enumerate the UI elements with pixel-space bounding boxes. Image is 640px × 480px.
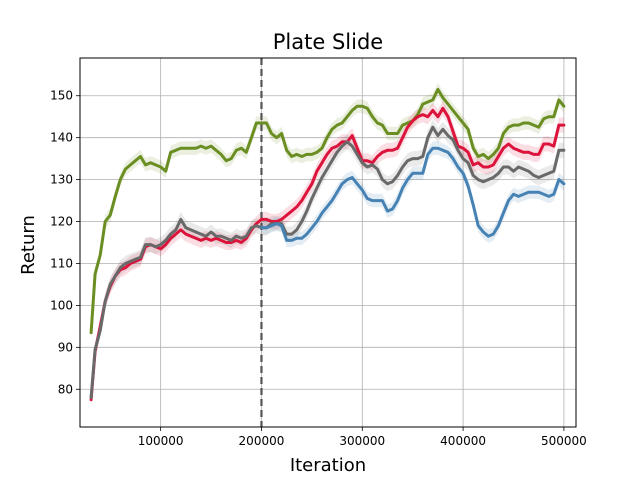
y-axis-ticks: 80 90 100 110 120 130 140 150: [50, 89, 80, 396]
y-tick-label: 140: [50, 131, 73, 145]
y-tick-label: 120: [50, 215, 73, 229]
series-line-2: [89, 106, 566, 402]
y-tick-label: 130: [50, 173, 73, 187]
x-axis-ticks: 100000 200000 300000 400000 500000: [138, 427, 587, 448]
series-line-4: [260, 146, 566, 242]
y-tick-label: 100: [50, 298, 73, 312]
y-axis-label: Return: [18, 215, 39, 275]
chart-title: Plate Slide: [273, 30, 383, 54]
x-tick-label: 500000: [541, 434, 587, 448]
series-line-1: [89, 87, 566, 335]
y-tick-label: 90: [58, 340, 73, 354]
y-tick-label: 150: [50, 89, 73, 103]
x-tick-label: 100000: [138, 434, 184, 448]
y-tick-label: 110: [50, 256, 73, 270]
x-tick-label: 400000: [440, 434, 486, 448]
series-lines: [89, 87, 566, 402]
x-tick-label: 200000: [239, 434, 285, 448]
grid-lines: [80, 58, 576, 427]
series-band-4: [261, 141, 564, 248]
x-axis-label: Iteration: [290, 455, 366, 476]
series-line-3: [89, 125, 566, 400]
x-tick-label: 300000: [339, 434, 385, 448]
y-tick-label: 80: [58, 382, 73, 396]
plot-frame: [79, 57, 577, 428]
